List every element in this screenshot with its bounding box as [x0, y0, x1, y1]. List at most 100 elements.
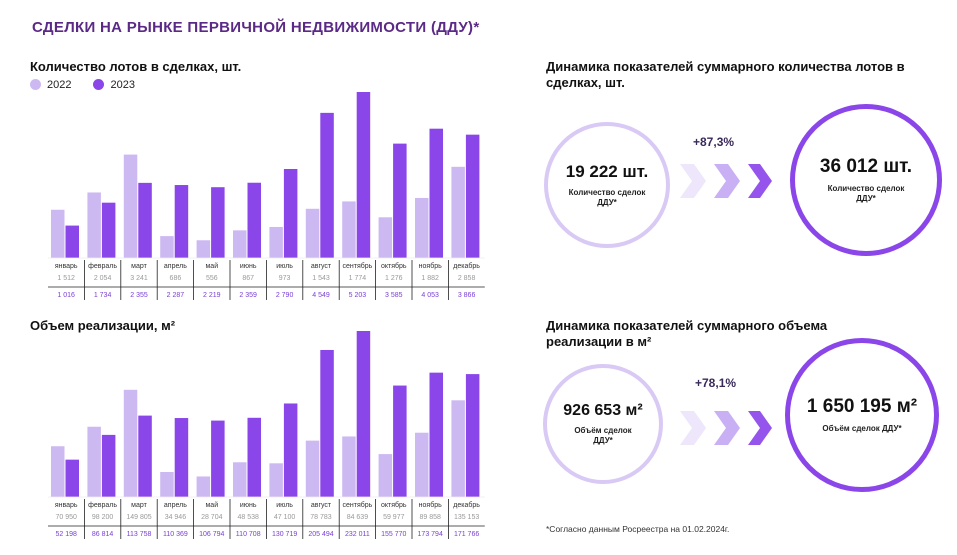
value-label-2023: 2 790: [276, 292, 294, 299]
bar-2023-0: [65, 225, 79, 258]
value-label-2022: 1 276: [385, 275, 403, 282]
bar-2022-11: [451, 400, 465, 497]
bar-2023-6: [283, 168, 298, 258]
summary1-from-circle: 19 222 шт. Количество сделок ДДУ*: [544, 122, 670, 248]
tick-label: март: [131, 263, 147, 270]
value-label-2023: 2 287: [167, 292, 185, 299]
bar-2022-6: [269, 226, 283, 258]
value-label-2022: 98 200: [92, 514, 114, 521]
tick-label: октябрь: [381, 262, 407, 270]
summary2-from-value: 926 653 м²: [563, 402, 643, 419]
tick-label: ноябрь: [419, 262, 442, 270]
bar-2022-10: [415, 197, 429, 258]
bar-2022-9: [378, 454, 393, 497]
tick-label: сентябрь: [342, 262, 372, 270]
tick-label: август: [311, 263, 332, 270]
value-label-2023: 110 369: [163, 531, 188, 538]
summary1-to-label: Количество сделок ДДУ*: [827, 184, 905, 203]
value-label-2022: 59 977: [383, 514, 405, 521]
value-label-2022: 149 805: [126, 514, 151, 521]
bar-2023-6: [283, 403, 298, 497]
tick-label: январь: [55, 502, 78, 509]
bar-2022-3: [160, 236, 174, 258]
summary1-from-value: 19 222 шт.: [565, 162, 649, 181]
value-label-2023: 232 011: [345, 531, 370, 538]
tick-label: февраль: [88, 263, 117, 270]
value-label-2022: 3 241: [130, 275, 148, 282]
summary1-to-value: 36 012 шт.: [819, 156, 913, 177]
summary1-title: Динамика показателей суммарного количест…: [546, 59, 905, 90]
chart-volume: январь 70 950 52 198 февраль 98 200 86 814 мар…: [48, 331, 485, 539]
value-label-2023: 86 814: [92, 531, 114, 538]
value-label-2023: 1 734: [94, 292, 112, 299]
value-label-2022: 867: [242, 275, 254, 282]
chevrons-icon: [680, 164, 772, 198]
value-label-2022: 34 946: [165, 514, 187, 521]
value-label-2023: 1 016: [57, 292, 75, 299]
bar-2023-9: [393, 143, 407, 258]
summary2-change: +78,1%: [695, 376, 737, 390]
bar-2022-9: [378, 217, 393, 258]
bar-2022-7: [305, 208, 320, 258]
bar-2022-8: [342, 436, 356, 497]
value-label-2022: 135 153: [454, 514, 479, 521]
summary1-from-label: Количество сделок ДДУ*: [568, 188, 646, 207]
tick-label: сентябрь: [342, 501, 372, 509]
bar-2023-4: [211, 420, 225, 497]
summary2-to-circle: 1 650 195 м² Объём сделок ДДУ*: [785, 338, 939, 492]
tick-label: октябрь: [381, 501, 407, 509]
summary1-change: +87,3%: [693, 135, 735, 149]
bar-2023-8: [356, 331, 371, 497]
summary2-from-circle: 926 653 м² Объём сделок ДДУ*: [543, 364, 663, 484]
tick-label: февраль: [88, 502, 117, 509]
bar-2022-8: [342, 201, 356, 258]
value-label-2022: 556: [206, 275, 218, 282]
bar-2023-8: [356, 92, 371, 258]
bar-2022-5: [233, 462, 247, 497]
value-label-2022: 1 543: [312, 275, 330, 282]
summary2-title: Динамика показателей суммарного объема р…: [546, 318, 828, 349]
tick-label: май: [205, 501, 218, 509]
value-label-2023: 110 708: [236, 531, 261, 538]
bar-2023-2: [138, 415, 152, 497]
bar-2023-7: [320, 349, 334, 497]
tick-label: июнь: [240, 502, 257, 509]
bar-2023-5: [247, 417, 261, 497]
bar-2022-2: [123, 389, 138, 497]
bar-2023-10: [429, 372, 443, 497]
bar-2022-1: [87, 192, 101, 258]
value-label-2023: 3 585: [385, 292, 403, 299]
value-label-2022: 2 858: [458, 275, 476, 282]
summary2-from-label: Объём сделок ДДУ*: [574, 426, 632, 445]
value-label-2023: 4 053: [421, 292, 439, 299]
value-label-2023: 2 359: [239, 292, 257, 299]
value-label-2022: 973: [279, 275, 291, 282]
tick-label: август: [311, 502, 332, 509]
value-label-2022: 2 054: [94, 275, 112, 282]
tick-label: июнь: [240, 263, 257, 270]
tick-label: март: [131, 502, 147, 509]
value-label-2022: 89 858: [419, 514, 441, 521]
value-label-2023: 130 719: [272, 531, 297, 538]
value-label-2023: 113 758: [127, 531, 152, 538]
tick-label: декабрь: [453, 501, 480, 509]
bar-2023-10: [429, 128, 443, 258]
chart1-title: Количество лотов в сделках, шт.: [30, 59, 242, 74]
bar-2023-3: [174, 185, 189, 258]
tick-label: июль: [276, 263, 293, 270]
tick-label: апрель: [164, 502, 187, 509]
value-label-2023: 2 219: [203, 292, 221, 299]
value-label-2022: 1 774: [349, 275, 367, 282]
bar-2022-0: [51, 446, 65, 497]
bar-2022-5: [233, 230, 247, 258]
value-label-2022: 84 639: [347, 514, 369, 521]
tick-label: май: [205, 262, 218, 270]
value-label-2022: 1 512: [57, 275, 75, 282]
bar-2022-11: [451, 166, 465, 258]
page-title: СДЕЛКИ НА РЫНКЕ ПЕРВИЧНОЙ НЕДВИЖИМОСТИ (…: [32, 19, 480, 36]
tick-label: декабрь: [453, 262, 480, 270]
bar-2022-10: [415, 432, 429, 497]
bar-2022-3: [160, 471, 174, 497]
value-label-2022: 1 882: [421, 275, 439, 282]
tick-label: ноябрь: [419, 501, 442, 509]
